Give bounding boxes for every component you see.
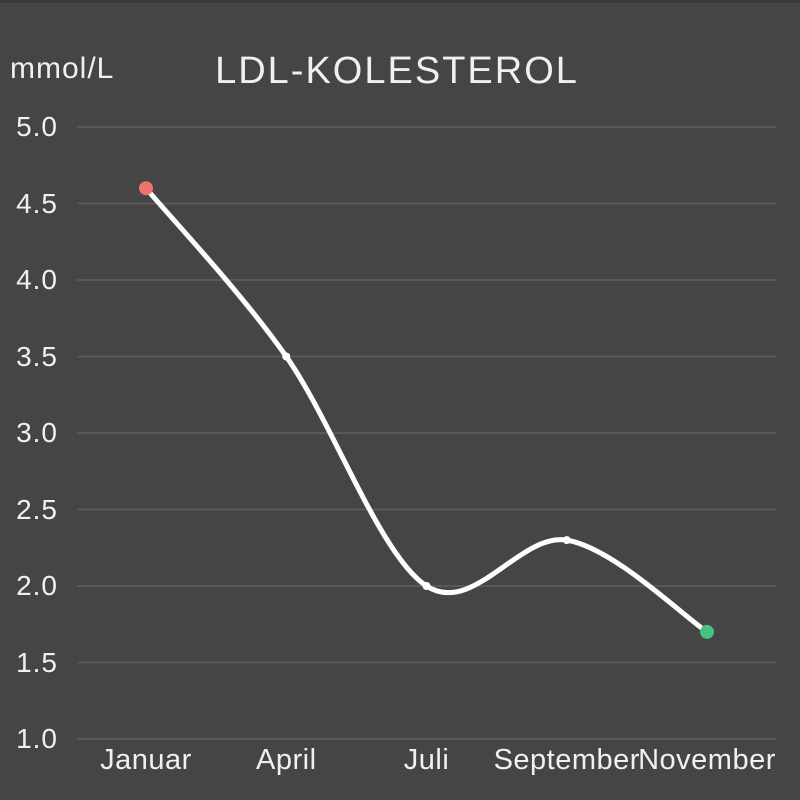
- y-tick-label: 1.0: [16, 723, 58, 754]
- gridlines: [77, 126, 776, 740]
- x-label-november: November: [638, 744, 776, 776]
- y-tick-label: 3.5: [16, 340, 58, 372]
- y-tick-label: 2.0: [16, 570, 58, 601]
- y-tick-label: 1.5: [16, 646, 58, 678]
- data-point-januar[interactable]: [139, 181, 153, 196]
- x-label-april: April: [255, 744, 317, 776]
- chart-title: LDL-KOLESTEROL: [215, 50, 579, 92]
- data-point-september[interactable]: [562, 536, 571, 545]
- data-point-april[interactable]: [282, 352, 291, 361]
- y-axis-unit-label: mmol/L: [10, 52, 115, 85]
- y-tick-label: 3.0: [16, 417, 58, 448]
- data-point-november[interactable]: [700, 624, 714, 639]
- y-tick-label: 2.5: [16, 493, 58, 525]
- top-strip: [0, 0, 800, 3]
- trend-line: [143, 185, 710, 635]
- data-point-juli[interactable]: [422, 582, 431, 590]
- x-label-januar: Januar: [100, 744, 192, 776]
- x-label-juli: Juli: [403, 744, 450, 776]
- y-tick-label: 4.0: [16, 264, 58, 295]
- x-label-september: September: [493, 744, 640, 776]
- data-points: [139, 181, 714, 639]
- y-tick-label: 5.0: [16, 111, 58, 142]
- y-tick-label: 4.5: [16, 187, 58, 219]
